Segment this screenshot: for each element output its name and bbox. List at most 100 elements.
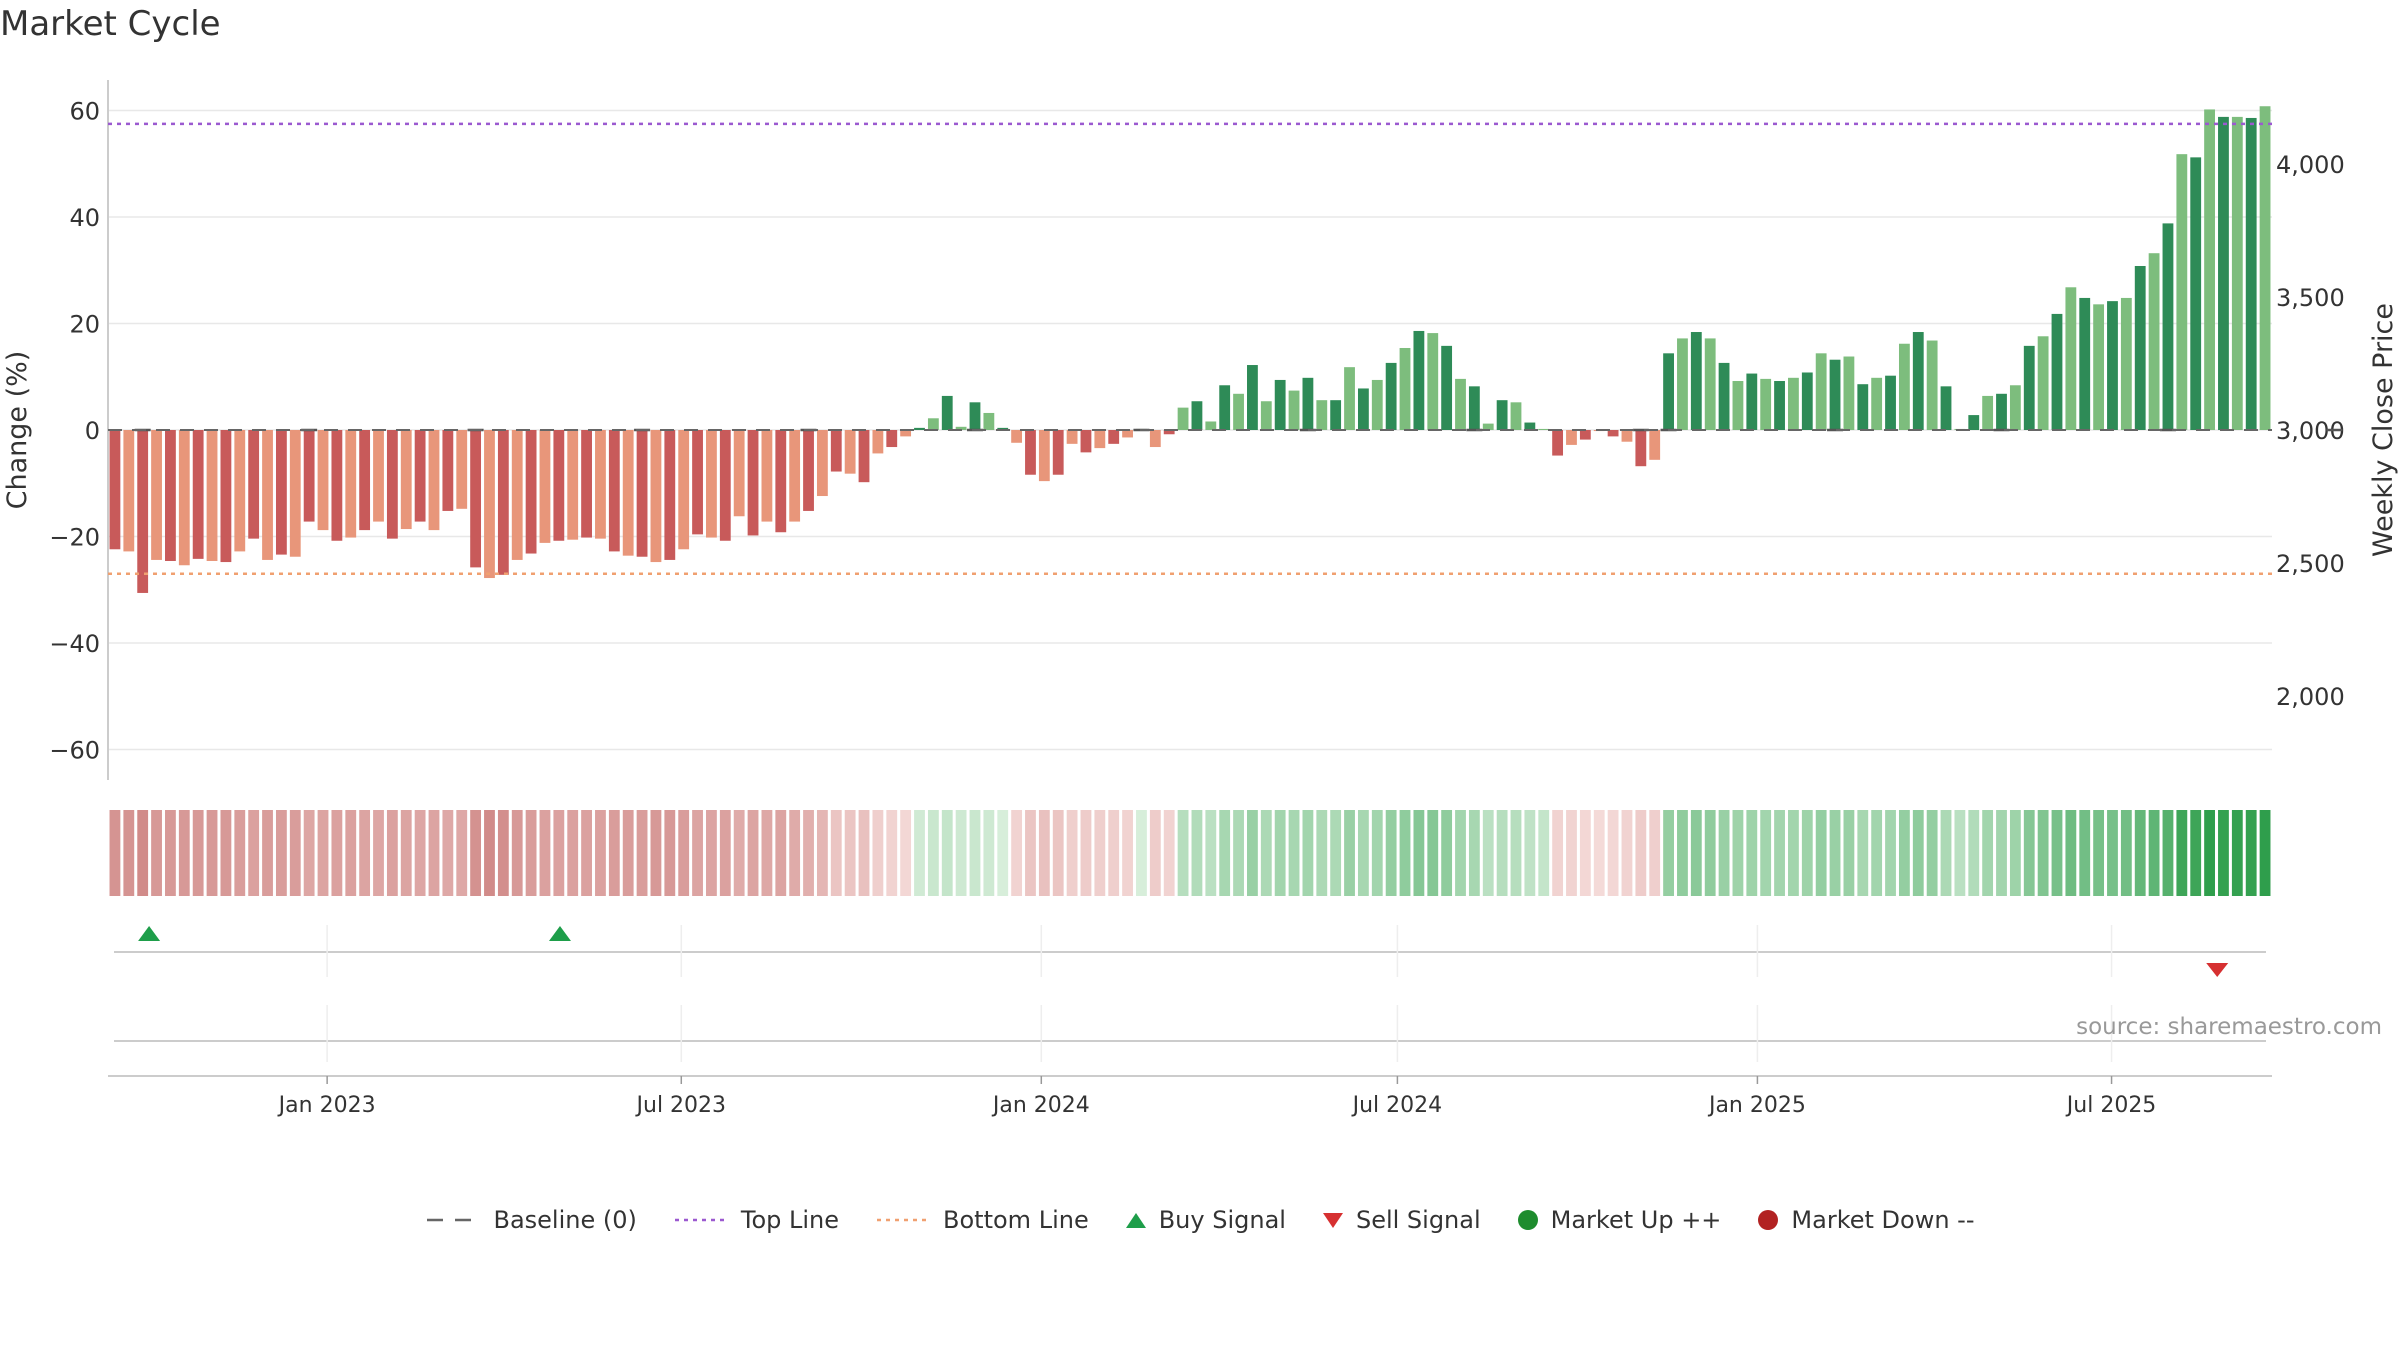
bar xyxy=(2107,301,2118,430)
bar xyxy=(1857,384,1869,430)
bar xyxy=(622,430,634,556)
bar xyxy=(789,430,801,522)
bar xyxy=(1677,338,1688,430)
regime-cell xyxy=(1247,810,1258,896)
regime-cell xyxy=(1177,810,1189,896)
bar xyxy=(927,418,939,430)
regime-cell xyxy=(1441,810,1453,896)
bar xyxy=(2065,287,2077,430)
bar xyxy=(1982,395,1994,430)
bar xyxy=(275,430,287,555)
bar xyxy=(1288,390,1300,430)
bar xyxy=(151,430,162,560)
bar xyxy=(206,430,218,561)
bar xyxy=(650,430,662,563)
regime-cell xyxy=(192,810,204,896)
bar xyxy=(1663,353,1674,430)
bar xyxy=(414,430,426,522)
y-tick-label: −60 xyxy=(49,737,100,765)
legend-label: Bottom Line xyxy=(943,1206,1089,1234)
bar xyxy=(997,427,1009,430)
bar xyxy=(248,430,260,539)
regime-cell xyxy=(220,810,232,896)
regime-cell xyxy=(2245,810,2257,896)
bar xyxy=(303,430,315,522)
regime-cell xyxy=(2162,810,2174,896)
regime-cell xyxy=(1163,810,1175,896)
regime-cell xyxy=(1829,810,1841,896)
regime-cell xyxy=(1954,810,1966,896)
bar xyxy=(2023,345,2035,430)
y2-tick-label: 4,000 xyxy=(2276,151,2345,179)
legend-label: Top Line xyxy=(740,1206,840,1234)
regime-cell xyxy=(1704,810,1716,896)
regime-cell xyxy=(1219,810,1231,896)
bar xyxy=(678,430,690,550)
bar xyxy=(1926,340,1938,430)
bar xyxy=(1357,388,1369,430)
regime-cell xyxy=(692,810,703,896)
regime-cell xyxy=(1912,810,1924,896)
bar xyxy=(733,430,745,517)
bar xyxy=(1829,359,1841,430)
regime-cell xyxy=(2148,810,2160,896)
regime-cell xyxy=(2231,810,2243,896)
bar xyxy=(664,430,676,560)
bar xyxy=(1205,421,1217,430)
regime-cell xyxy=(816,810,828,896)
regime-cell xyxy=(858,810,870,896)
regime-cell xyxy=(997,810,1009,896)
bar xyxy=(2176,154,2188,431)
regime-cell xyxy=(775,810,787,896)
bar xyxy=(1538,428,1550,430)
regime-cell xyxy=(1413,810,1425,896)
regime-cell xyxy=(941,810,953,896)
bar xyxy=(1760,378,1772,430)
regime-cell xyxy=(2023,810,2035,896)
bar xyxy=(1427,333,1439,430)
y2-axis-label: Weekly Close Price xyxy=(2368,303,2399,557)
regime-cell xyxy=(1399,810,1411,896)
regime-cell xyxy=(1815,810,1827,896)
regime-cell xyxy=(1427,810,1439,896)
bar xyxy=(1108,430,1120,444)
bar xyxy=(858,430,870,483)
regime-cell xyxy=(803,810,814,896)
dotted-swatch xyxy=(674,1218,727,1222)
regime-cell xyxy=(206,810,218,896)
bar xyxy=(442,430,454,511)
regime-cell xyxy=(1746,810,1758,896)
bar xyxy=(1746,373,1758,430)
regime-cell xyxy=(1898,810,1910,896)
y-tick-label: 0 xyxy=(85,417,100,445)
regime-cell xyxy=(622,810,634,896)
bar xyxy=(497,430,509,575)
regime-cell xyxy=(2107,810,2118,896)
y-tick-label: 40 xyxy=(69,204,100,232)
bar xyxy=(1788,377,1799,430)
regime-cell xyxy=(1524,810,1536,896)
dash-swatch xyxy=(427,1218,480,1222)
regime-cell xyxy=(2204,810,2215,896)
bar xyxy=(567,430,579,540)
bar xyxy=(1219,385,1231,430)
regime-cell xyxy=(1510,810,1522,896)
bar xyxy=(109,430,121,550)
regime-cell xyxy=(1996,810,2007,896)
bar xyxy=(553,430,565,541)
regime-cell xyxy=(1982,810,1994,896)
bar xyxy=(595,430,606,539)
x-tick-label: Jul 2024 xyxy=(1351,1093,1443,1118)
regime-cell xyxy=(137,810,149,896)
bar xyxy=(456,430,468,509)
regime-cell xyxy=(1690,810,1702,896)
regime-cell xyxy=(331,810,343,896)
regime-cell xyxy=(2134,810,2146,896)
regime-cell xyxy=(1482,810,1494,896)
regime-cell xyxy=(1302,810,1314,896)
bar xyxy=(955,426,967,430)
bar xyxy=(636,430,648,557)
regime-cell xyxy=(1288,810,1300,896)
regime-cell xyxy=(983,810,995,896)
y-tick-label: −20 xyxy=(49,524,100,552)
